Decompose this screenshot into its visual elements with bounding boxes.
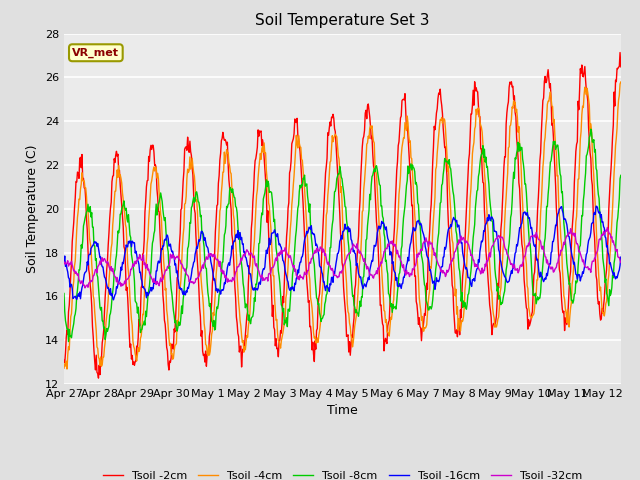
Tsoil -32cm xyxy=(604,225,611,230)
Tsoil -2cm xyxy=(139,252,147,257)
Line: Tsoil -16cm: Tsoil -16cm xyxy=(64,206,621,300)
Tsoil -2cm xyxy=(460,259,468,264)
Tsoil -32cm xyxy=(617,260,625,265)
Tsoil -8cm xyxy=(65,339,72,345)
Tsoil -4cm xyxy=(63,366,71,372)
Line: Tsoil -4cm: Tsoil -4cm xyxy=(64,82,621,369)
Tsoil -2cm xyxy=(616,49,624,55)
Tsoil -4cm xyxy=(617,79,625,85)
Y-axis label: Soil Temperature (C): Soil Temperature (C) xyxy=(26,144,39,273)
Tsoil -16cm xyxy=(460,259,468,264)
Tsoil -8cm xyxy=(319,313,327,319)
Legend: Tsoil -2cm, Tsoil -4cm, Tsoil -8cm, Tsoil -16cm, Tsoil -32cm: Tsoil -2cm, Tsoil -4cm, Tsoil -8cm, Tsoi… xyxy=(99,467,586,480)
Tsoil -4cm xyxy=(319,278,327,284)
Tsoil -2cm xyxy=(63,335,70,340)
Tsoil -4cm xyxy=(474,106,481,112)
Tsoil -16cm xyxy=(60,259,68,264)
Tsoil -32cm xyxy=(319,246,327,252)
Tsoil -4cm xyxy=(139,312,147,317)
Line: Tsoil -32cm: Tsoil -32cm xyxy=(64,228,621,288)
Tsoil -32cm xyxy=(460,237,468,242)
Tsoil -16cm xyxy=(319,279,327,285)
Tsoil -8cm xyxy=(60,290,68,296)
Tsoil -2cm xyxy=(474,89,481,95)
Tsoil -8cm xyxy=(460,304,468,310)
Tsoil -4cm xyxy=(298,157,306,163)
Tsoil -32cm xyxy=(474,264,481,270)
Tsoil -16cm xyxy=(474,265,481,271)
Line: Tsoil -2cm: Tsoil -2cm xyxy=(64,52,621,378)
Tsoil -2cm xyxy=(95,375,102,381)
Tsoil -2cm xyxy=(60,358,68,363)
Tsoil -16cm xyxy=(592,204,600,209)
Tsoil -32cm xyxy=(298,275,306,280)
Tsoil -8cm xyxy=(617,172,625,178)
Tsoil -16cm xyxy=(109,297,117,303)
Tsoil -32cm xyxy=(139,258,147,264)
Tsoil -32cm xyxy=(60,261,68,266)
Tsoil -4cm xyxy=(63,358,70,364)
Tsoil -8cm xyxy=(474,187,481,193)
Tsoil -4cm xyxy=(460,305,468,311)
Tsoil -8cm xyxy=(139,323,147,328)
X-axis label: Time: Time xyxy=(327,405,358,418)
Tsoil -16cm xyxy=(617,254,625,260)
Title: Soil Temperature Set 3: Soil Temperature Set 3 xyxy=(255,13,429,28)
Tsoil -8cm xyxy=(587,126,595,132)
Text: VR_met: VR_met xyxy=(72,48,119,58)
Tsoil -4cm xyxy=(60,365,68,371)
Tsoil -2cm xyxy=(617,64,625,70)
Tsoil -16cm xyxy=(139,285,147,290)
Tsoil -8cm xyxy=(298,183,306,189)
Tsoil -16cm xyxy=(298,254,306,260)
Tsoil -32cm xyxy=(81,285,89,291)
Tsoil -16cm xyxy=(63,261,70,267)
Tsoil -32cm xyxy=(63,261,70,266)
Line: Tsoil -8cm: Tsoil -8cm xyxy=(64,129,621,342)
Tsoil -2cm xyxy=(319,217,327,223)
Tsoil -8cm xyxy=(63,322,70,328)
Tsoil -2cm xyxy=(298,186,306,192)
